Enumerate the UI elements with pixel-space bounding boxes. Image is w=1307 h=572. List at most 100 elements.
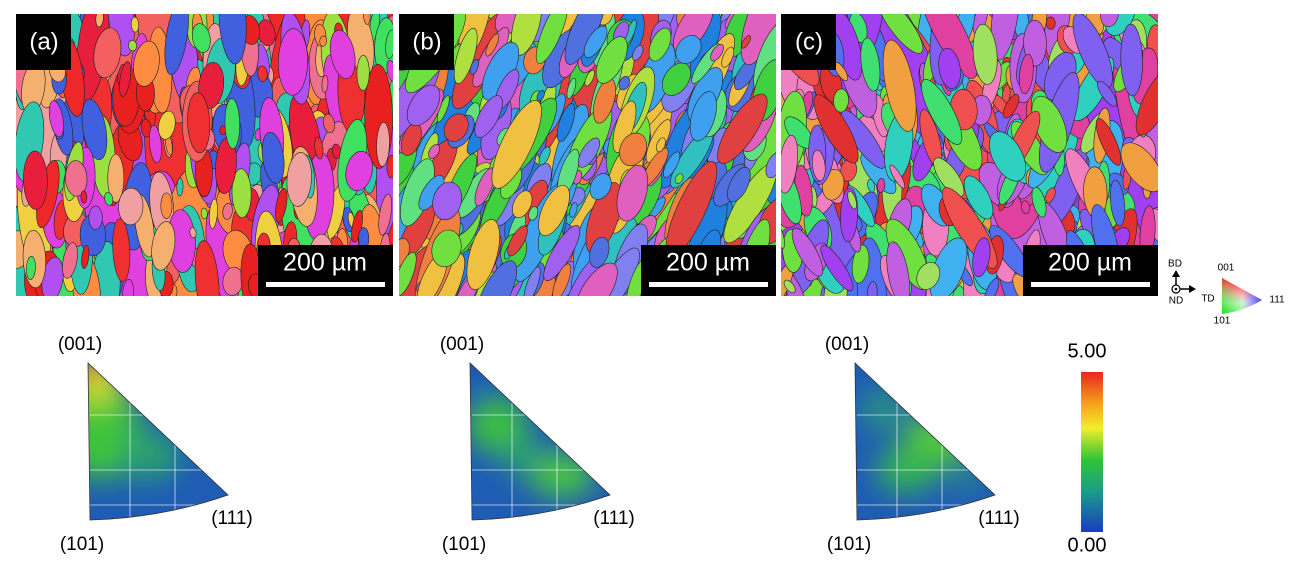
grain — [574, 262, 618, 296]
grain — [160, 192, 173, 220]
grain — [231, 168, 252, 218]
grain — [329, 29, 356, 80]
colorbar: 5.00 0.00 — [1068, 340, 1107, 556]
grain — [428, 144, 440, 159]
grain — [189, 227, 197, 239]
grain — [385, 29, 393, 59]
grain — [507, 225, 528, 257]
grain — [612, 100, 637, 153]
intensity-blob — [88, 363, 123, 405]
grain — [919, 14, 978, 79]
grain — [466, 219, 500, 290]
grain — [717, 93, 768, 164]
grain — [376, 122, 390, 167]
scale-label: 200 µm — [283, 249, 367, 277]
pole-figure-fill — [88, 363, 228, 520]
grain — [595, 36, 628, 84]
grain — [23, 150, 48, 210]
grain — [886, 241, 910, 296]
grain — [148, 125, 162, 164]
grain — [88, 205, 103, 230]
grain — [661, 62, 691, 96]
grain — [257, 65, 268, 82]
ipf-outline — [854, 362, 996, 521]
scale-label: 200 µm — [1048, 249, 1132, 277]
ipf-label: (111) — [978, 508, 1020, 529]
grain — [632, 44, 644, 61]
grain — [867, 281, 878, 296]
pole-figure-fill — [470, 363, 610, 520]
ipf-label: (101) — [442, 534, 486, 555]
grain — [689, 91, 717, 142]
grain — [983, 277, 1000, 296]
grain — [663, 151, 681, 178]
grain — [399, 252, 417, 296]
grain — [727, 166, 751, 203]
ipf-intensity — [88, 363, 180, 480]
colorbar-max: 5.00 — [1068, 340, 1107, 362]
grain — [876, 178, 886, 193]
intensity-blob — [953, 470, 981, 490]
grain — [26, 256, 36, 280]
grain — [523, 266, 541, 296]
grain — [811, 149, 826, 182]
grain — [577, 137, 600, 168]
grain — [972, 23, 998, 85]
grain — [721, 46, 735, 68]
grain — [536, 89, 545, 102]
grain — [224, 98, 241, 149]
grain — [589, 173, 612, 200]
intensity-blob — [88, 363, 102, 377]
grain — [319, 35, 328, 47]
scale-bar — [266, 282, 385, 287]
grain — [345, 150, 373, 192]
grain — [833, 88, 849, 113]
panel-label: (b) — [412, 28, 441, 55]
grain — [1095, 118, 1122, 166]
grain — [781, 134, 799, 194]
grain — [791, 227, 824, 277]
scale-box — [641, 245, 776, 296]
grain — [194, 240, 220, 296]
grain — [619, 132, 648, 167]
grain — [286, 152, 312, 207]
grain — [916, 262, 941, 290]
grain — [176, 177, 184, 197]
grain — [453, 27, 478, 84]
key-label: 001 — [1218, 263, 1235, 274]
label-box — [399, 14, 454, 70]
ipf-outline — [469, 362, 611, 521]
grain — [990, 14, 1020, 61]
grain — [710, 44, 724, 62]
scale-bar — [649, 282, 768, 287]
grain — [921, 79, 963, 145]
grain — [972, 237, 991, 278]
grain — [48, 100, 64, 138]
grain — [491, 100, 542, 189]
ipf-outline — [87, 362, 229, 521]
grain — [543, 225, 581, 281]
grain — [218, 14, 247, 65]
label-box — [16, 14, 71, 70]
ipf-label: (001) — [825, 334, 869, 355]
grain — [1100, 14, 1119, 27]
grain — [569, 202, 578, 218]
grain — [386, 154, 393, 179]
pole-figure-fill — [855, 363, 995, 520]
axis-label: BD — [1168, 259, 1182, 270]
panel-label: (a) — [29, 28, 58, 55]
grain — [151, 221, 176, 271]
grain — [314, 136, 324, 160]
grain — [158, 110, 176, 140]
grain — [1135, 68, 1158, 136]
grain — [1020, 200, 1030, 215]
grain — [675, 35, 702, 64]
grain — [552, 263, 572, 296]
grain — [566, 77, 577, 99]
grain — [889, 164, 906, 189]
intensity-blob — [862, 390, 902, 430]
scale-box — [1023, 245, 1158, 296]
grain — [867, 178, 876, 193]
arrow-head — [1172, 270, 1180, 277]
